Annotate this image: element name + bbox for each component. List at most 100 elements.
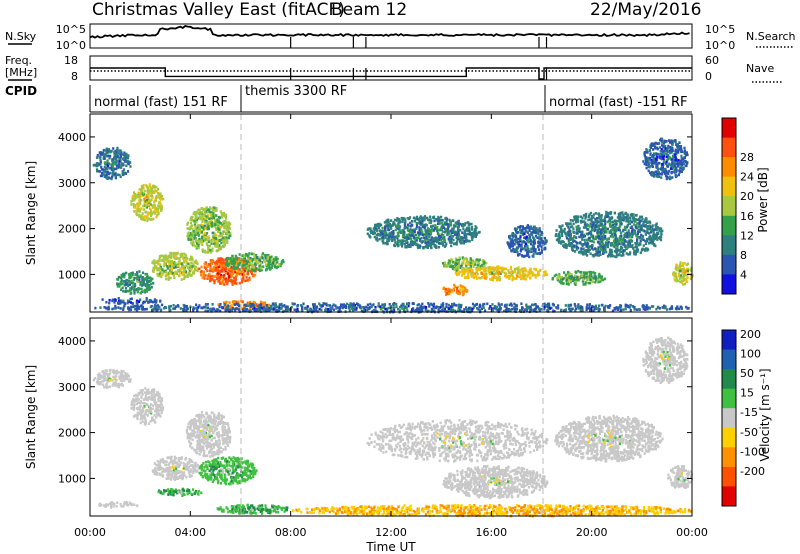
data-cell-power-10 <box>466 229 469 232</box>
data-cell-power-10 <box>447 233 450 236</box>
data-cell-power-14 <box>533 228 537 232</box>
data-cell-power-9 <box>236 302 239 306</box>
data-cell-power-3 <box>189 218 192 221</box>
data-cell-power-9 <box>447 307 450 310</box>
data-cell-power-13 <box>448 289 451 293</box>
data-cell-power-10 <box>440 242 443 245</box>
data-cell-power-1 <box>146 214 149 218</box>
data-cell-power-6 <box>228 301 231 304</box>
data-cell-power-9 <box>440 305 443 309</box>
data-cell-power-7 <box>148 299 151 302</box>
data-cell-power-7 <box>119 302 122 305</box>
data-cell-power-5 <box>267 263 270 266</box>
data-cell-power-12 <box>534 276 537 279</box>
data-cell-power-5 <box>225 261 228 265</box>
data-cell-power-9 <box>526 305 529 309</box>
data-cell-power-16 <box>618 242 621 245</box>
data-cell-power-12 <box>532 272 535 276</box>
data-cell-power-9 <box>320 308 323 312</box>
data-cell-power-3 <box>207 227 210 231</box>
data-cell-power-8 <box>130 275 133 278</box>
data-cell-power-1 <box>149 189 152 193</box>
data-cell-power-10 <box>426 230 429 233</box>
data-cell-power-12 <box>536 273 539 277</box>
data-cell-power-10 <box>431 224 435 228</box>
data-cell-power-4 <box>211 259 214 262</box>
data-cell-power-5 <box>264 254 267 257</box>
data-cell-power-9 <box>137 307 140 310</box>
data-cell-power-14 <box>508 245 511 248</box>
data-cell-power-9 <box>235 302 238 306</box>
data-cell-power-2 <box>183 252 186 256</box>
data-cell-power-2 <box>164 274 167 278</box>
data-cell-power-1 <box>156 214 159 217</box>
data-cell-power-5 <box>238 253 241 256</box>
data-cell-power-9 <box>581 309 584 313</box>
data-cell-power-8 <box>126 281 129 285</box>
data-cell-power-10 <box>383 225 387 229</box>
data-cell-power-8 <box>123 280 126 283</box>
data-cell-power-3 <box>218 228 221 231</box>
data-cell-power-5 <box>226 264 229 268</box>
data-cell-power-15 <box>579 270 582 274</box>
data-cell-power-16 <box>622 229 625 233</box>
data-cell-power-4 <box>231 283 234 286</box>
data-cell-power-10 <box>417 218 420 222</box>
data-cell-power-9 <box>661 306 664 309</box>
data-cell-power-9 <box>687 306 690 310</box>
data-cell-power-14 <box>526 244 529 248</box>
data-cell-power-5 <box>253 266 256 269</box>
data-cell-power-3 <box>205 238 208 241</box>
data-cell-power-0 <box>95 162 98 165</box>
data-cell-power-16 <box>640 215 643 219</box>
data-cell-power-9 <box>546 302 549 306</box>
data-cell-power-1 <box>157 195 160 198</box>
data-cell-power-0 <box>95 164 98 167</box>
data-cell-power-5 <box>242 263 245 266</box>
data-cell-power-10 <box>457 231 460 235</box>
data-cell-power-5 <box>243 255 246 258</box>
data-cell-power-9 <box>266 309 269 312</box>
data-cell-power-14 <box>519 235 522 238</box>
data-cell-power-1 <box>133 198 136 202</box>
data-cell-power-12 <box>460 274 464 277</box>
data-cell-power-10 <box>387 235 390 238</box>
data-cell-power-3 <box>205 215 208 218</box>
data-cell-power-2 <box>185 257 188 260</box>
data-cell-power-10 <box>417 243 420 247</box>
data-cell-power-3 <box>215 245 218 248</box>
data-cell-power-14 <box>517 245 520 248</box>
data-cell-power-10 <box>448 239 451 242</box>
data-cell-power-4 <box>242 268 245 271</box>
data-cell-power-1 <box>133 191 136 194</box>
data-cell-power-15 <box>589 270 592 274</box>
data-cell-power-12 <box>519 269 522 272</box>
data-cell-power-9 <box>397 307 400 311</box>
data-cell-power-16 <box>576 220 579 223</box>
data-cell-power-9 <box>113 307 116 310</box>
data-cell-power-0 <box>110 177 113 181</box>
data-cell-power-3 <box>215 228 218 231</box>
data-cell-power-16 <box>581 244 584 248</box>
data-cell-power-9 <box>273 303 276 307</box>
data-cell-power-16 <box>574 250 577 253</box>
data-cell-power-4 <box>233 268 236 272</box>
data-cell-power-9 <box>186 306 189 310</box>
data-cell-power-4 <box>221 279 224 282</box>
data-cell-power-14 <box>516 231 519 235</box>
data-cell-power-12 <box>479 276 482 280</box>
data-cell-power-0 <box>124 159 127 163</box>
data-cell-power-4 <box>238 260 241 263</box>
data-cell-power-9 <box>260 303 263 306</box>
data-cell-power-10 <box>438 222 441 225</box>
data-cell-power-10 <box>387 218 390 222</box>
data-cell-power-5 <box>240 264 243 267</box>
data-cell-power-9 <box>525 304 528 307</box>
data-cell-power-9 <box>463 308 466 311</box>
data-cell-power-10 <box>404 235 407 239</box>
data-cell-power-1 <box>162 197 165 201</box>
data-cell-power-10 <box>387 233 390 237</box>
data-cell-power-11 <box>453 267 456 271</box>
data-cell-power-14 <box>541 248 544 251</box>
data-cell-power-10 <box>430 246 433 250</box>
